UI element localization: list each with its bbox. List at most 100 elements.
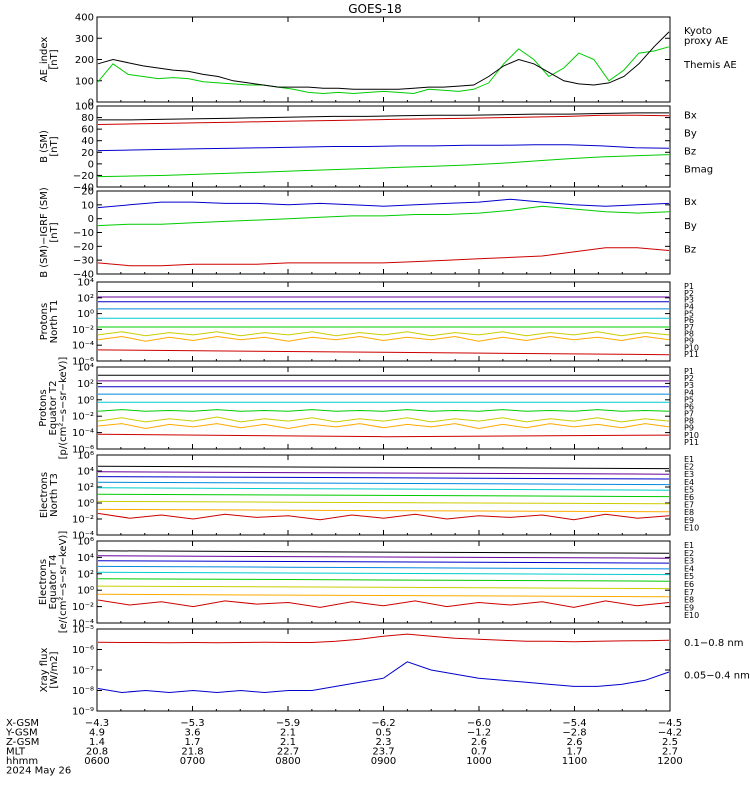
y-axis-label: [W/m2] bbox=[49, 651, 60, 688]
y-tick-label: 10⁴ bbox=[77, 278, 94, 289]
footer-cell: 3.6 bbox=[185, 728, 201, 739]
y-tick-label: 100 bbox=[75, 76, 94, 87]
legend-entry: proxy AE bbox=[684, 36, 728, 47]
legend-entry: P6 bbox=[684, 316, 694, 325]
y-tick-label: 0 bbox=[88, 98, 94, 109]
legend-entry: E4 bbox=[684, 478, 694, 487]
footer-cell: −2.8 bbox=[562, 728, 586, 739]
y-tick-label: 10⁻² bbox=[72, 325, 94, 336]
series-line-E8 bbox=[97, 508, 670, 513]
y-axis-label: Equator T2 bbox=[48, 381, 59, 436]
series-line-E1 bbox=[97, 550, 670, 554]
footer-cell: −4.3 bbox=[85, 718, 109, 729]
y-tick-label: 10⁶ bbox=[77, 537, 94, 548]
panel-3: −40 −30 −20 −10 0 10 20 B (SM)−IGRF (SM) [nT] Bx B… bbox=[39, 187, 697, 281]
legend-entry: P7 bbox=[684, 323, 694, 332]
series-line-By bbox=[97, 205, 670, 227]
series-line-E4 bbox=[97, 565, 670, 570]
series-line-P6 bbox=[97, 409, 670, 412]
legend-entry: 0.1−0.8 nm bbox=[684, 638, 743, 649]
panel-8: 10⁻⁹ 10⁻⁸ 10⁻⁷ 10⁻⁶ 10⁻⁵ Xray flux [W/m2] 0.1−0… bbox=[39, 625, 750, 718]
footer-cell: 0800 bbox=[275, 756, 300, 767]
footer-cell: −6.0 bbox=[467, 718, 491, 729]
footer-cell: 1000 bbox=[466, 756, 491, 767]
y-axis-label: B (SM)−IGRF (SM) bbox=[39, 187, 50, 278]
legend-entry: E3 bbox=[684, 557, 694, 566]
series-line-E6 bbox=[97, 493, 670, 498]
series-line-Bx bbox=[97, 198, 670, 209]
chart-title: GOES-18 bbox=[348, 2, 402, 16]
legend-entry: E4 bbox=[684, 564, 694, 573]
footer-cell: 2.5 bbox=[662, 737, 678, 748]
footer-cell: 0900 bbox=[371, 756, 396, 767]
y-axis-label: [nT] bbox=[49, 222, 60, 242]
series-line-E5 bbox=[97, 571, 670, 576]
y-tick-label: 10⁻⁶ bbox=[72, 357, 94, 368]
panel-frame bbox=[96, 190, 671, 275]
legend-entry: 0.05−0.4 nm bbox=[684, 671, 750, 682]
legend-entry: P11 bbox=[684, 350, 699, 359]
series-line-E7 bbox=[97, 500, 670, 505]
y-tick-label: 0 bbox=[88, 159, 94, 170]
y-tick-label: 10 bbox=[81, 200, 94, 211]
legend-entry: E7 bbox=[684, 501, 694, 510]
footer-cell: 2.7 bbox=[662, 747, 678, 758]
legend-entry: P6 bbox=[684, 402, 694, 411]
y-tick-label: 0 bbox=[88, 214, 94, 225]
footer-cell: 1.4 bbox=[89, 737, 105, 748]
y-tick-label: 10⁴ bbox=[77, 467, 94, 478]
legend-entry: E8 bbox=[684, 596, 694, 605]
y-tick-label: 10⁰ bbox=[77, 586, 94, 597]
y-axis-label: North T3 bbox=[49, 473, 60, 517]
legend-entry: Bz bbox=[684, 245, 696, 256]
y-tick-label: 10² bbox=[77, 293, 94, 304]
series-line-E2 bbox=[97, 555, 670, 559]
y-tick-label: 10⁰ bbox=[77, 395, 94, 406]
series-line-E9 bbox=[97, 512, 670, 521]
legend-entry: P8 bbox=[684, 417, 694, 426]
footer-row-label: hhmm bbox=[6, 756, 38, 767]
y-axis-label: [e/(cm²−s−sr−keV)] bbox=[58, 531, 69, 634]
legend-entry: E3 bbox=[684, 470, 694, 479]
y-axis-label: Protons bbox=[38, 389, 49, 426]
legend-entry: P9 bbox=[684, 424, 694, 433]
footer-cell: 2.6 bbox=[471, 737, 487, 748]
footer-cell: −4.5 bbox=[658, 718, 682, 729]
series-line-0-05-0-4-nm bbox=[97, 661, 670, 694]
series-line-P8 bbox=[97, 335, 670, 342]
footer-date: 2024 May 26 bbox=[6, 766, 71, 777]
footer-cell: 1200 bbox=[657, 756, 682, 767]
footer-cell: 0.7 bbox=[471, 747, 487, 758]
series-line-Kyoto-proxy-AE bbox=[97, 46, 670, 95]
footer-cell: 2.1 bbox=[280, 737, 296, 748]
y-tick-label: 10⁰ bbox=[77, 499, 94, 510]
legend-entry: E1 bbox=[684, 541, 694, 550]
legend-entry: P1 bbox=[684, 282, 694, 291]
series-line-E7 bbox=[97, 585, 670, 590]
series-line-0-1-0-8-nm bbox=[97, 633, 670, 644]
y-axis-label: Electrons bbox=[39, 472, 50, 518]
y-tick-label: 60 bbox=[81, 125, 94, 136]
legend-entry: Bz bbox=[684, 146, 696, 157]
footer-cell: 4.9 bbox=[89, 728, 105, 739]
legend-entry: E5 bbox=[684, 485, 694, 494]
footer-cell: 2.3 bbox=[376, 737, 392, 748]
y-tick-label: 400 bbox=[75, 13, 94, 24]
series-line-P8 bbox=[97, 423, 670, 430]
footer-cell: −6.2 bbox=[371, 718, 395, 729]
legend-entry: E8 bbox=[684, 508, 694, 517]
series-line-Themis-AE bbox=[97, 31, 670, 90]
footer-cell: 2.1 bbox=[280, 728, 296, 739]
legend-entry: P3 bbox=[684, 296, 694, 305]
panel-4: 10⁻⁶ 10⁻⁴ 10⁻² 10⁰ 10² 10⁴ Protons North T1 P1P2… bbox=[39, 278, 699, 368]
y-tick-label: −20 bbox=[73, 171, 94, 182]
legend-entry: Themis AE bbox=[683, 60, 737, 71]
y-tick-label: 100 bbox=[75, 102, 94, 113]
series-line-Bx bbox=[97, 144, 670, 152]
y-tick-label: −20 bbox=[73, 242, 94, 253]
legend-entry: E2 bbox=[684, 549, 694, 558]
y-tick-label: −10 bbox=[73, 228, 94, 239]
y-tick-label: 300 bbox=[75, 34, 94, 45]
series-line-Bz bbox=[97, 114, 670, 125]
